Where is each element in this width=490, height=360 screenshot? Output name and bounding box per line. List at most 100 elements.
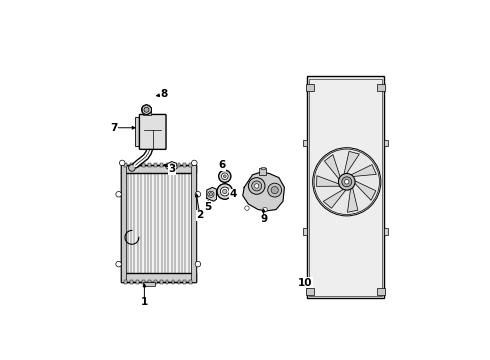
- Bar: [259, 168, 267, 175]
- Circle shape: [223, 175, 226, 177]
- Bar: [160, 163, 163, 167]
- Bar: [172, 280, 174, 284]
- Polygon shape: [243, 172, 284, 211]
- Bar: [160, 280, 163, 284]
- Circle shape: [209, 193, 213, 196]
- Circle shape: [254, 184, 259, 188]
- FancyBboxPatch shape: [140, 114, 166, 149]
- Polygon shape: [142, 105, 147, 110]
- Polygon shape: [147, 107, 151, 112]
- Bar: [124, 163, 127, 167]
- Bar: [136, 280, 139, 284]
- Polygon shape: [142, 107, 147, 112]
- Circle shape: [195, 261, 201, 267]
- Bar: [136, 163, 139, 167]
- Circle shape: [195, 192, 201, 197]
- Bar: [166, 163, 169, 167]
- Polygon shape: [142, 110, 147, 115]
- Bar: [154, 163, 157, 167]
- Bar: [130, 163, 133, 167]
- Circle shape: [169, 164, 174, 169]
- Text: 8: 8: [160, 90, 168, 99]
- Polygon shape: [317, 176, 341, 186]
- Bar: [384, 140, 388, 146]
- Bar: [121, 165, 196, 282]
- Circle shape: [192, 160, 197, 166]
- Bar: [148, 163, 151, 167]
- Polygon shape: [354, 181, 376, 200]
- Bar: [309, 79, 382, 296]
- Bar: [177, 280, 180, 284]
- Bar: [166, 280, 169, 284]
- Circle shape: [221, 173, 228, 180]
- Circle shape: [116, 261, 122, 267]
- Bar: [189, 280, 192, 284]
- Circle shape: [342, 177, 352, 187]
- Bar: [177, 163, 180, 167]
- Bar: [183, 280, 186, 284]
- Bar: [154, 280, 157, 284]
- Bar: [124, 280, 127, 284]
- Circle shape: [219, 170, 231, 183]
- Circle shape: [120, 160, 125, 166]
- Bar: [306, 84, 314, 91]
- Bar: [377, 84, 385, 91]
- Circle shape: [271, 186, 278, 194]
- Polygon shape: [166, 162, 177, 172]
- Text: 1: 1: [141, 297, 148, 307]
- Bar: [189, 163, 192, 167]
- Circle shape: [245, 206, 249, 210]
- Circle shape: [128, 165, 135, 171]
- Circle shape: [344, 180, 349, 184]
- Polygon shape: [207, 187, 217, 201]
- Bar: [135, 117, 141, 146]
- Bar: [121, 165, 196, 174]
- Bar: [307, 76, 384, 298]
- Text: 2: 2: [196, 210, 203, 220]
- Text: 9: 9: [260, 214, 267, 224]
- Circle shape: [220, 187, 229, 196]
- Bar: [142, 280, 145, 284]
- Text: 3: 3: [169, 164, 176, 174]
- Circle shape: [248, 177, 265, 194]
- Text: 5: 5: [204, 202, 212, 212]
- Polygon shape: [347, 187, 358, 212]
- Polygon shape: [351, 165, 376, 176]
- Bar: [148, 280, 151, 284]
- Circle shape: [313, 148, 381, 216]
- Bar: [306, 288, 314, 294]
- Text: 4: 4: [229, 189, 237, 199]
- Circle shape: [268, 183, 282, 197]
- Bar: [172, 163, 174, 167]
- Circle shape: [144, 107, 149, 112]
- Bar: [191, 165, 196, 282]
- Circle shape: [217, 184, 233, 199]
- Bar: [142, 163, 145, 167]
- Polygon shape: [323, 189, 346, 208]
- Bar: [130, 280, 133, 284]
- Bar: [121, 273, 196, 282]
- Bar: [384, 228, 388, 235]
- Bar: [261, 167, 265, 169]
- Bar: [143, 110, 151, 115]
- Circle shape: [252, 181, 262, 191]
- Bar: [303, 140, 307, 146]
- Circle shape: [116, 192, 122, 197]
- Circle shape: [263, 207, 267, 212]
- Bar: [121, 165, 126, 282]
- Bar: [303, 228, 307, 235]
- Circle shape: [208, 191, 214, 197]
- Polygon shape: [147, 105, 151, 110]
- Polygon shape: [147, 110, 151, 115]
- Bar: [377, 288, 385, 294]
- Text: 6: 6: [219, 160, 225, 170]
- Polygon shape: [344, 152, 359, 175]
- Text: 7: 7: [110, 123, 118, 133]
- Bar: [183, 163, 186, 167]
- Text: 10: 10: [298, 278, 313, 288]
- Bar: [121, 174, 196, 273]
- Bar: [143, 282, 154, 286]
- Circle shape: [339, 174, 355, 190]
- Polygon shape: [324, 155, 341, 180]
- Circle shape: [222, 189, 227, 194]
